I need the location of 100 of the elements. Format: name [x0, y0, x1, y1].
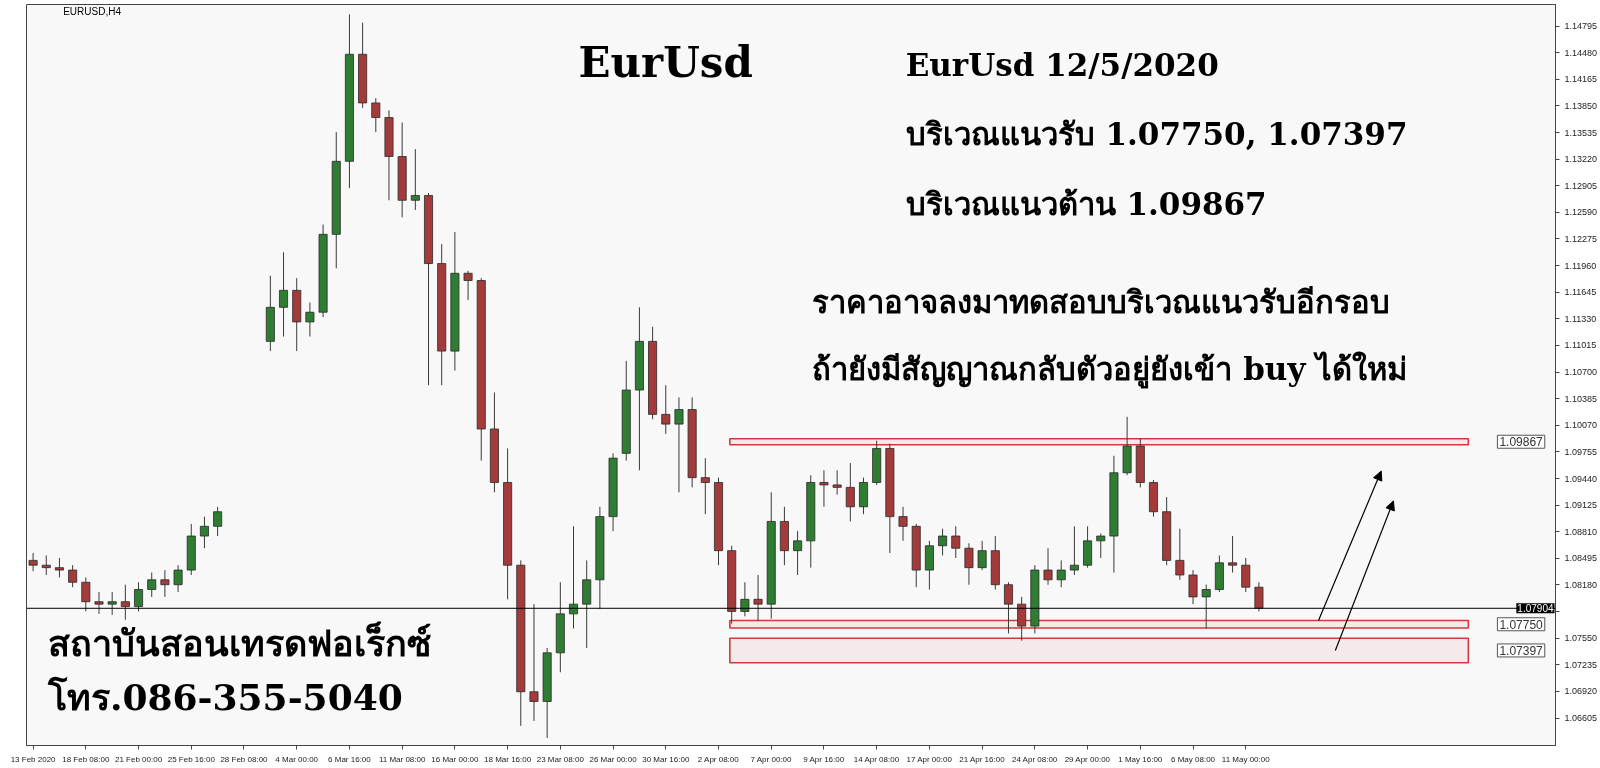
candlestick [410, 148, 420, 211]
x-tick-label: 11 May 00:00 [1221, 754, 1271, 764]
y-tick-label: 1.14165 [1564, 74, 1598, 85]
x-tick-label: 25 Feb 16:00 [167, 754, 216, 764]
candlestick [371, 97, 381, 133]
x-tick-label: 6 Mar 16:00 [328, 754, 372, 764]
candlestick [1017, 596, 1027, 642]
x-tick-label: 30 Mar 16:00 [642, 754, 690, 764]
x-tick-label: 2 Apr 08:00 [697, 754, 740, 764]
candlestick [898, 506, 908, 542]
x-tick-label: 11 Mar 08:00 [378, 754, 426, 764]
candlestick [964, 542, 974, 586]
candlestick [819, 469, 829, 508]
candlestick [977, 540, 987, 571]
y-tick-label: 1.11015 [1564, 340, 1597, 351]
y-tick-label: 1.07235 [1564, 659, 1598, 670]
y-tick-label: 1.06605 [1564, 713, 1598, 724]
candlestick [305, 302, 315, 338]
y-tick-label: 1.14795 [1564, 21, 1598, 32]
candlestick [1175, 528, 1185, 581]
candlestick [279, 251, 289, 338]
annotation: บริเวณแนวต้าน 1.09867 [905, 185, 1267, 222]
candlestick [1043, 547, 1053, 586]
y-tick-label: 1.12905 [1564, 180, 1598, 191]
candlestick [529, 603, 539, 722]
y-tick-label: 1.13535 [1564, 127, 1598, 138]
annotation: ราคาอาจลงมาทดสอบบริเวณแนวรับอีกรอบ [812, 284, 1391, 321]
y-tick-label: 1.09125 [1564, 500, 1598, 511]
y-tick-label: 1.11330 [1564, 313, 1597, 324]
x-tick-label: 29 Apr 00:00 [1064, 754, 1111, 764]
candlestick [463, 270, 473, 301]
x-tick-label: 7 Apr 00:00 [750, 754, 793, 764]
x-tick-label: 26 Mar 00:00 [589, 754, 638, 764]
y-tick-label: 1.13850 [1564, 100, 1598, 111]
y-tick-label: 1.10070 [1564, 420, 1598, 431]
candlestick [81, 576, 91, 612]
candlestick [753, 574, 763, 622]
band-label: 1.07750 [1499, 617, 1544, 632]
x-tick-label: 18 Mar 16:00 [484, 754, 532, 764]
x-tick-label: 17 Apr 00:00 [906, 754, 953, 764]
candlestick [107, 591, 117, 616]
candlestick [94, 591, 104, 615]
x-tick-label: 1 May 16:00 [1118, 754, 1163, 764]
ref-line-label: 1.07904 [1517, 603, 1554, 615]
y-tick-label: 1.11645 [1564, 287, 1597, 298]
candlestick [120, 584, 130, 621]
x-tick-label: 21 Apr 16:00 [959, 754, 1006, 764]
x-tick-label: 9 Apr 16:00 [803, 754, 845, 764]
candlestick [661, 384, 671, 435]
candlestick [160, 569, 170, 598]
candlestick [213, 506, 223, 537]
y-tick-label: 1.08495 [1564, 553, 1598, 564]
y-tick-label: 1.14480 [1564, 47, 1598, 58]
y-tick-label: 1.08810 [1564, 526, 1598, 537]
candlestick [1188, 569, 1198, 605]
x-tick-label: 23 Mar 08:00 [536, 754, 585, 764]
band-label: 1.07397 [1499, 643, 1544, 658]
candlestick [793, 530, 803, 576]
candlestick [951, 525, 961, 559]
annotation: EURUSD,H4 [63, 6, 122, 18]
candlestick [68, 564, 78, 588]
y-tick-label: 1.06920 [1564, 686, 1598, 697]
annotation: สถาบันสอนเทรดฟอเร็กซ์ [47, 621, 431, 665]
band-label: 1.09867 [1499, 435, 1544, 450]
candlestick [147, 572, 157, 598]
x-tick-label: 4 Mar 00:00 [275, 754, 319, 764]
candlestick [54, 557, 64, 578]
annotation: ถ้ายังมีสัญญาณกลับตัวอยู่ยังเข้า buy ได้ใหม่ [812, 351, 1408, 390]
y-tick-label: 1.09755 [1564, 446, 1598, 457]
candlestick [173, 564, 183, 593]
candlestick [134, 581, 144, 612]
y-tick-label: 1.09440 [1564, 473, 1598, 484]
candlestick [938, 528, 948, 556]
y-tick-label: 1.10385 [1564, 393, 1598, 404]
annotation: โทร.086-355-5040 [46, 676, 403, 719]
annotation: EurUsd 12/5/2020 [905, 47, 1219, 84]
candlestick [1201, 584, 1211, 629]
candlestick [845, 462, 855, 522]
y-tick-label: 1.13220 [1564, 154, 1598, 165]
candlestick [1056, 559, 1066, 588]
candlestick [700, 457, 710, 515]
annotation: บริเวณแนวรับ 1.07750, 1.07397 [905, 116, 1408, 153]
candlestick [569, 525, 578, 629]
y-tick-label: 1.11960 [1564, 260, 1597, 271]
x-tick-label: 18 Feb 08:00 [62, 754, 110, 764]
candlestick [1069, 525, 1079, 576]
candlestick [740, 581, 750, 617]
candlestick [1228, 535, 1238, 574]
x-tick-label: 21 Feb 00:00 [114, 754, 163, 764]
candlestick [199, 516, 209, 549]
y-tick-label: 1.12590 [1564, 207, 1598, 218]
x-tick-label: 6 May 08:00 [1171, 754, 1216, 764]
y-tick-label: 1.08180 [1564, 579, 1598, 590]
text: EurUsd [578, 37, 753, 87]
x-tick-label: 13 Feb 2020 [10, 754, 57, 764]
candlestick [1096, 533, 1106, 559]
y-tick-label: 1.10700 [1564, 367, 1598, 378]
x-tick-label: 16 Mar 00:00 [431, 754, 479, 764]
x-tick-label: 28 Feb 08:00 [220, 754, 269, 764]
candlestick [832, 469, 842, 496]
